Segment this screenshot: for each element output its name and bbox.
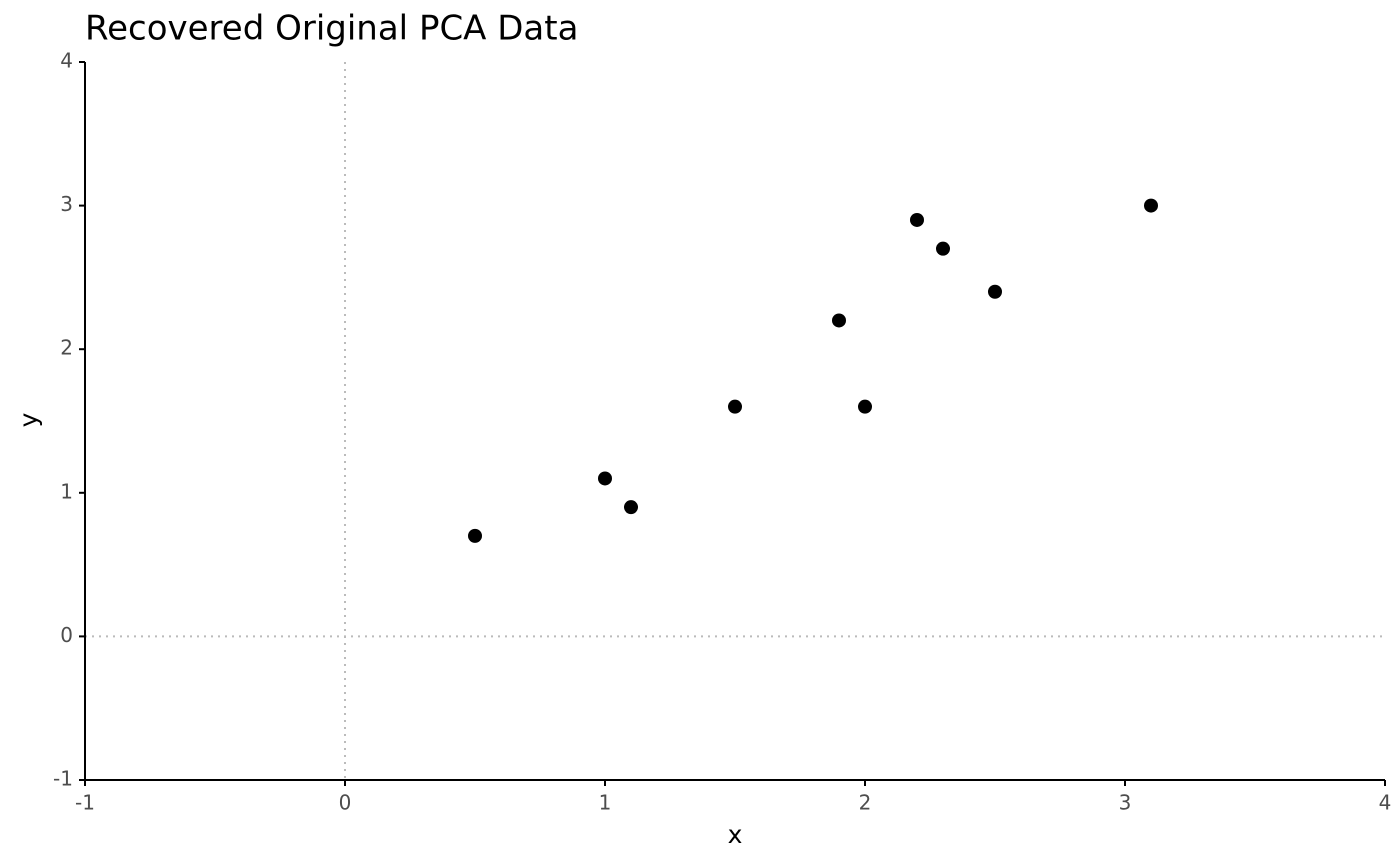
chart-title: Recovered Original PCA Data bbox=[85, 9, 578, 49]
x-axis-label: x bbox=[728, 820, 743, 849]
y-tick-label: -1 bbox=[53, 767, 73, 791]
y-axis-label: y bbox=[14, 412, 43, 427]
x-tick-label: -1 bbox=[75, 791, 95, 815]
x-tick-label: 2 bbox=[859, 791, 872, 815]
point bbox=[832, 313, 846, 328]
point bbox=[936, 241, 950, 256]
point bbox=[728, 399, 742, 414]
point bbox=[598, 471, 612, 486]
y-tick-label: 0 bbox=[60, 623, 73, 647]
x-tick-label: 4 bbox=[1379, 791, 1392, 815]
y-tick-label: 3 bbox=[60, 192, 73, 216]
point bbox=[1144, 198, 1158, 213]
y-tick-label: 1 bbox=[60, 479, 73, 503]
x-tick-label: 3 bbox=[1119, 791, 1132, 815]
point bbox=[910, 212, 924, 227]
point bbox=[858, 399, 872, 414]
x-tick-label: 0 bbox=[339, 791, 352, 815]
x-tick-label: 1 bbox=[599, 791, 612, 815]
y-tick-label: 2 bbox=[60, 336, 73, 360]
point bbox=[988, 284, 1002, 299]
point bbox=[468, 528, 482, 543]
point bbox=[624, 500, 638, 515]
y-tick-label: 4 bbox=[60, 49, 73, 73]
